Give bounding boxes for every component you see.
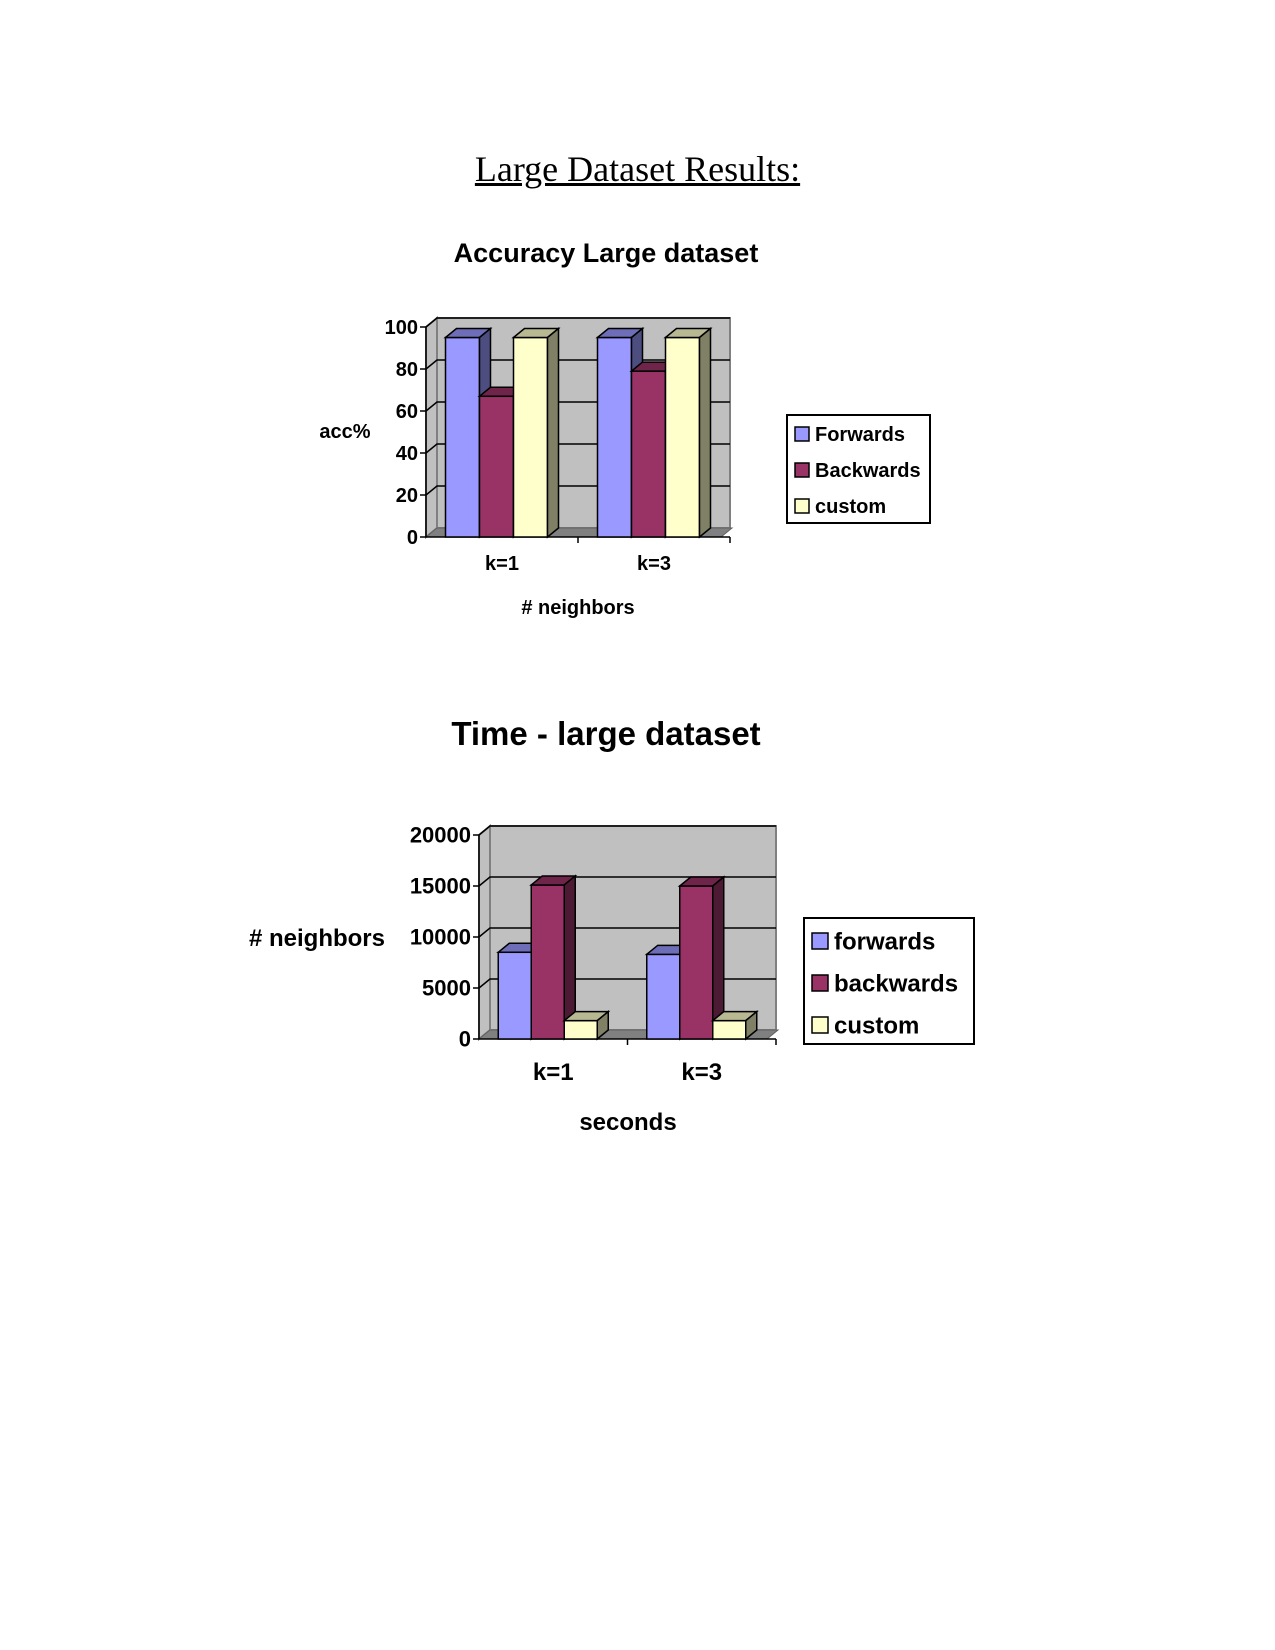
accuracy-y-tick-label: 40	[396, 443, 418, 465]
time-bar-front	[646, 953, 681, 1040]
time-y-tick-label: 20000	[410, 823, 471, 848]
accuracy-legend: Forwards Backwards custom	[786, 414, 931, 524]
accuracy-plot-side-wall	[425, 315, 438, 540]
accuracy-legend-label-custom: custom	[815, 496, 886, 518]
accuracy-y-tick-label: 100	[385, 317, 418, 339]
accuracy-y-tick-label: 80	[396, 359, 418, 381]
time-legend-swatch-forwards	[811, 932, 829, 950]
accuracy-y-tick-label: 60	[396, 401, 418, 423]
time-category-label: k=1	[533, 1059, 574, 1086]
time-legend-label-forwards: forwards	[834, 928, 935, 955]
time-bar-backwards-k-1	[529, 874, 578, 1041]
accuracy-bar-front	[478, 395, 515, 538]
time-bar-custom-k-1	[562, 1010, 611, 1041]
time-bar-custom-k-3	[710, 1010, 759, 1041]
time-legend-label-backwards: backwards	[834, 970, 958, 997]
time-y-tick-label: 0	[459, 1027, 471, 1052]
time-y-tick-label: 10000	[410, 925, 471, 950]
accuracy-legend-box	[786, 414, 931, 524]
time-gridline	[478, 825, 776, 836]
accuracy-legend-swatch-forwards	[794, 426, 810, 442]
time-bar-side	[596, 1010, 609, 1041]
accuracy-category-label: k=1	[485, 553, 519, 575]
accuracy-bar-front	[512, 336, 549, 538]
time-y-tick-label: 15000	[410, 874, 471, 899]
time-legend-label-custom: custom	[834, 1012, 919, 1039]
accuracy-chart: Accuracy Large dataset 0 20 40 60 80 100 k=1 k=3…	[319, 238, 931, 619]
accuracy-chart-title: Accuracy Large dataset	[454, 238, 759, 268]
page-title: Large Dataset Results:	[474, 149, 801, 189]
accuracy-x-axis-label: # neighbors	[521, 597, 634, 619]
time-gridline	[478, 876, 776, 887]
accuracy-y-tick-label: 20	[396, 485, 418, 507]
accuracy-gridline	[425, 317, 730, 328]
accuracy-bar-front	[664, 336, 701, 538]
accuracy-legend-label-forwards: Forwards	[815, 424, 905, 446]
accuracy-bar-front	[630, 370, 667, 538]
accuracy-legend-swatch-custom	[794, 498, 810, 514]
time-legend: forwards backwards custom	[803, 917, 975, 1045]
time-bar-front	[679, 885, 714, 1040]
time-bar-backwards-k-3	[677, 875, 726, 1041]
time-x-axis-label: seconds	[579, 1109, 676, 1136]
time-bar-front	[497, 951, 532, 1040]
accuracy-legend-label-backwards: Backwards	[815, 460, 921, 482]
accuracy-bar-front	[596, 336, 633, 538]
time-category-label: k=3	[681, 1059, 722, 1086]
accuracy-bar-side	[698, 326, 712, 539]
time-legend-swatch-backwards	[811, 974, 829, 992]
time-y-tick-label: 5000	[422, 976, 471, 1001]
time-bar-front	[563, 1019, 598, 1040]
time-chart-title: Time - large dataset	[451, 715, 760, 752]
time-legend-swatch-custom	[811, 1016, 829, 1034]
time-bar-front	[530, 884, 565, 1040]
accuracy-bar-custom-k-1	[511, 326, 561, 539]
time-y-axis-label: # neighbors	[249, 925, 385, 952]
accuracy-y-tick-label: 0	[407, 527, 418, 549]
accuracy-y-axis-label: acc%	[319, 421, 370, 443]
accuracy-category-label: k=3	[637, 553, 671, 575]
time-chart: Time - large dataset 0 5000 10000 15000 20000…	[249, 715, 975, 1136]
accuracy-bar-side	[546, 326, 560, 539]
time-bar-front	[712, 1019, 747, 1040]
accuracy-bar-front	[444, 336, 481, 538]
time-legend-box	[803, 917, 975, 1045]
accuracy-bar-custom-k-3	[663, 326, 713, 539]
time-bar-side	[745, 1010, 758, 1041]
accuracy-legend-swatch-backwards	[794, 462, 810, 478]
